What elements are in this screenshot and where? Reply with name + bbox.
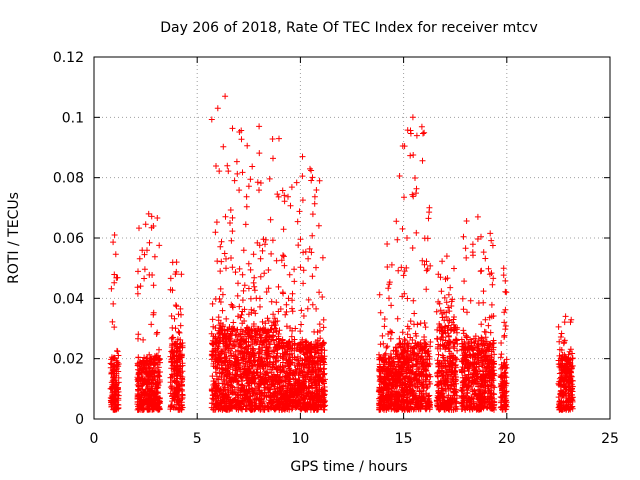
- data-point-cluster: [458, 213, 498, 413]
- data-point-cluster: [208, 93, 242, 413]
- y-tick-label: 0: [75, 412, 84, 428]
- data-point-cluster: [433, 253, 461, 413]
- data-point-cluster: [167, 259, 186, 413]
- data-point-cluster: [392, 114, 434, 413]
- y-tick-label: 0.04: [53, 291, 84, 307]
- data-point-cluster: [555, 313, 576, 413]
- x-tick-label: 0: [90, 431, 99, 447]
- points-layer: [107, 93, 576, 413]
- y-tick-label: 0.06: [53, 231, 84, 247]
- chart-title: Day 206 of 2018, Rate Of TEC Index for r…: [160, 20, 537, 36]
- x-axis-label: GPS time / hours: [290, 459, 407, 475]
- y-tick-label: 0.1: [62, 110, 84, 126]
- x-tick-label: 15: [395, 431, 413, 447]
- data-point-cluster: [497, 265, 510, 413]
- x-tick-label: 5: [193, 431, 202, 447]
- data-point-cluster: [107, 232, 122, 413]
- x-tick-label: 10: [291, 431, 309, 447]
- data-point-cluster: [235, 123, 283, 413]
- tick-layer: 0 5 10 15 20 25 0 0.02 0.04 0.06 0.08 0.1 0.12: [53, 50, 619, 447]
- y-tick-label: 0.12: [53, 50, 84, 66]
- y-axis-label: ROTI / TECUs: [6, 192, 22, 284]
- y-tick-label: 0.02: [53, 352, 84, 368]
- x-tick-label: 20: [498, 431, 516, 447]
- x-tick-label: 25: [601, 431, 619, 447]
- y-tick-label: 0.08: [53, 171, 84, 187]
- data-point-cluster: [276, 153, 329, 413]
- data-point-cluster: [134, 210, 163, 413]
